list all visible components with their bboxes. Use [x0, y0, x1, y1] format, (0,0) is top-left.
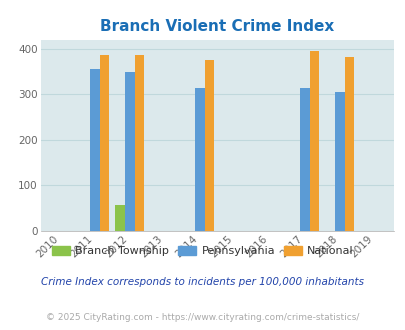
Bar: [90, 69, 100, 231]
Text: Crime Index corresponds to incidents per 100,000 inhabitants: Crime Index corresponds to incidents per…: [41, 278, 364, 287]
Title: Branch Violent Crime Index: Branch Violent Crime Index: [100, 19, 333, 34]
Bar: [299, 88, 309, 231]
Bar: [134, 55, 144, 231]
Bar: [344, 57, 354, 231]
Bar: [100, 55, 109, 231]
Legend: Branch Township, Pennsylvania, National: Branch Township, Pennsylvania, National: [47, 242, 358, 261]
Bar: [194, 88, 204, 231]
Bar: [115, 205, 125, 231]
Bar: [204, 60, 214, 231]
Bar: [309, 51, 319, 231]
Text: © 2025 CityRating.com - https://www.cityrating.com/crime-statistics/: © 2025 CityRating.com - https://www.city…: [46, 313, 359, 322]
Bar: [334, 91, 344, 231]
Bar: [125, 72, 134, 231]
